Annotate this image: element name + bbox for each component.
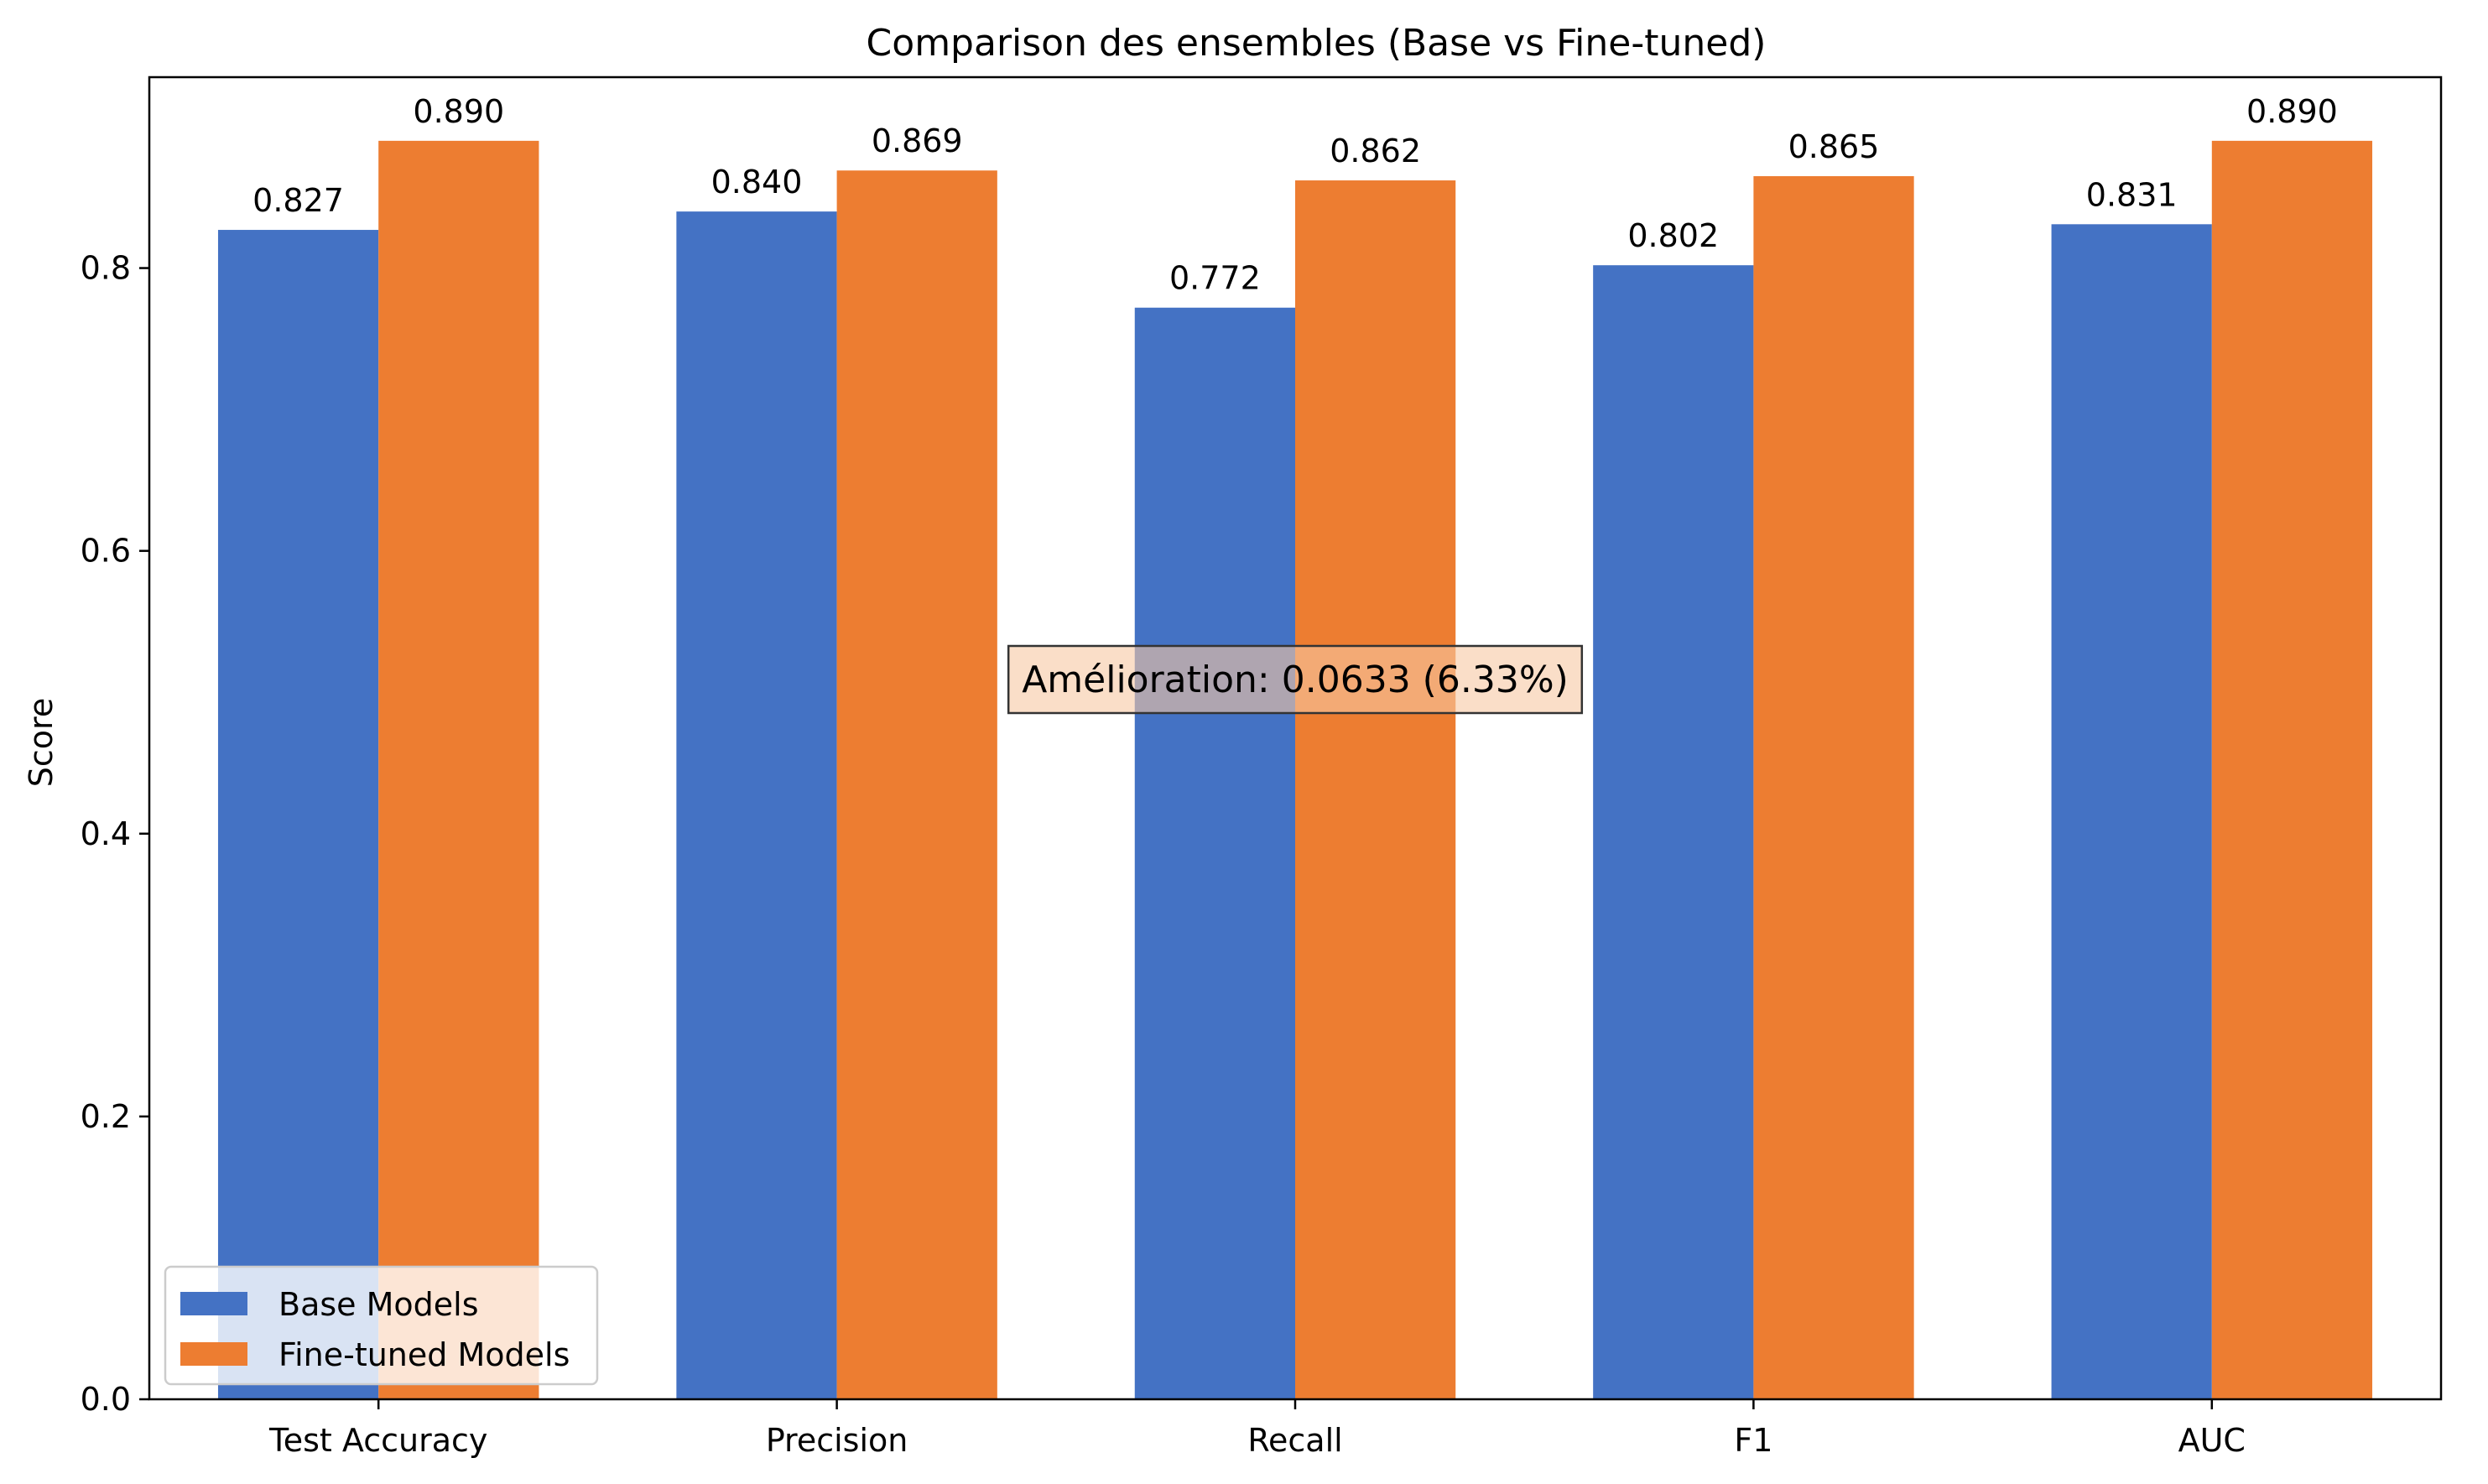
legend: Base Models Fine-tuned Models	[164, 1265, 599, 1386]
data-label-finetuned-3: 0.865	[1788, 128, 1880, 165]
bar-finetuned-3	[1753, 175, 1914, 1400]
data-label-finetuned-2: 0.862	[1330, 133, 1421, 169]
data-label-finetuned-1: 0.869	[872, 122, 963, 159]
bar-base-2	[1134, 307, 1295, 1399]
bars-group	[217, 140, 2373, 1400]
legend-label-finetuned: Fine-tuned Models	[278, 1336, 570, 1373]
legend-label-base: Base Models	[278, 1286, 479, 1323]
annotation-text: Amélioration: 0.0633 (6.33%)	[1022, 659, 1569, 701]
bar-finetuned-0	[378, 140, 539, 1400]
x-tick-label: AUC	[2178, 1422, 2246, 1459]
y-tick-label: 0.8	[81, 250, 131, 287]
legend-swatch-base	[180, 1292, 247, 1315]
x-tick-label: Test Accuracy	[268, 1422, 487, 1459]
data-label-base-3: 0.802	[1627, 217, 1719, 254]
y-axis-label: Score	[23, 698, 60, 787]
data-label-base-2: 0.772	[1169, 260, 1261, 297]
x-tick-label: F1	[1734, 1422, 1772, 1459]
y-tick-label: 0.2	[81, 1098, 131, 1135]
data-label-base-4: 0.831	[2086, 176, 2178, 213]
bar-finetuned-1	[836, 170, 997, 1399]
y-axis: 0.0 0.2 0.4 0.6 0.8	[81, 250, 149, 1418]
bar-base-1	[676, 211, 837, 1400]
improvement-annotation: Amélioration: 0.0633 (6.33%)	[1007, 644, 1584, 715]
data-label-finetuned-4: 0.890	[2246, 93, 2338, 130]
y-tick-label: 0.0	[81, 1381, 131, 1418]
legend-swatch-finetuned	[180, 1342, 247, 1366]
bar-finetuned-4	[2211, 140, 2373, 1400]
data-label-base-1: 0.840	[711, 164, 803, 200]
data-label-base-0: 0.827	[252, 182, 344, 219]
legend-box	[164, 1265, 599, 1386]
plot-frame	[148, 76, 2443, 1401]
x-axis: Test Accuracy Precision Recall F1 AUC	[268, 1399, 2246, 1459]
y-tick-label: 0.4	[81, 815, 131, 852]
x-tick-label: Precision	[766, 1422, 908, 1459]
bar-finetuned-2	[1295, 180, 1456, 1399]
bar-base-3	[1593, 265, 1754, 1399]
bar-base-0	[217, 230, 379, 1399]
x-tick-label: Recall	[1247, 1422, 1342, 1459]
chart-title: Comparison des ensembles (Base vs Fine-t…	[867, 22, 1767, 65]
y-tick-label: 0.6	[81, 533, 131, 570]
data-labels: 0.827 0.890 0.840 0.869 0.772 0.862 0.802 0.865…	[252, 93, 2338, 297]
annotation-box	[1007, 644, 1584, 715]
bar-base-4	[2051, 224, 2212, 1400]
data-label-finetuned-0: 0.890	[413, 93, 504, 130]
